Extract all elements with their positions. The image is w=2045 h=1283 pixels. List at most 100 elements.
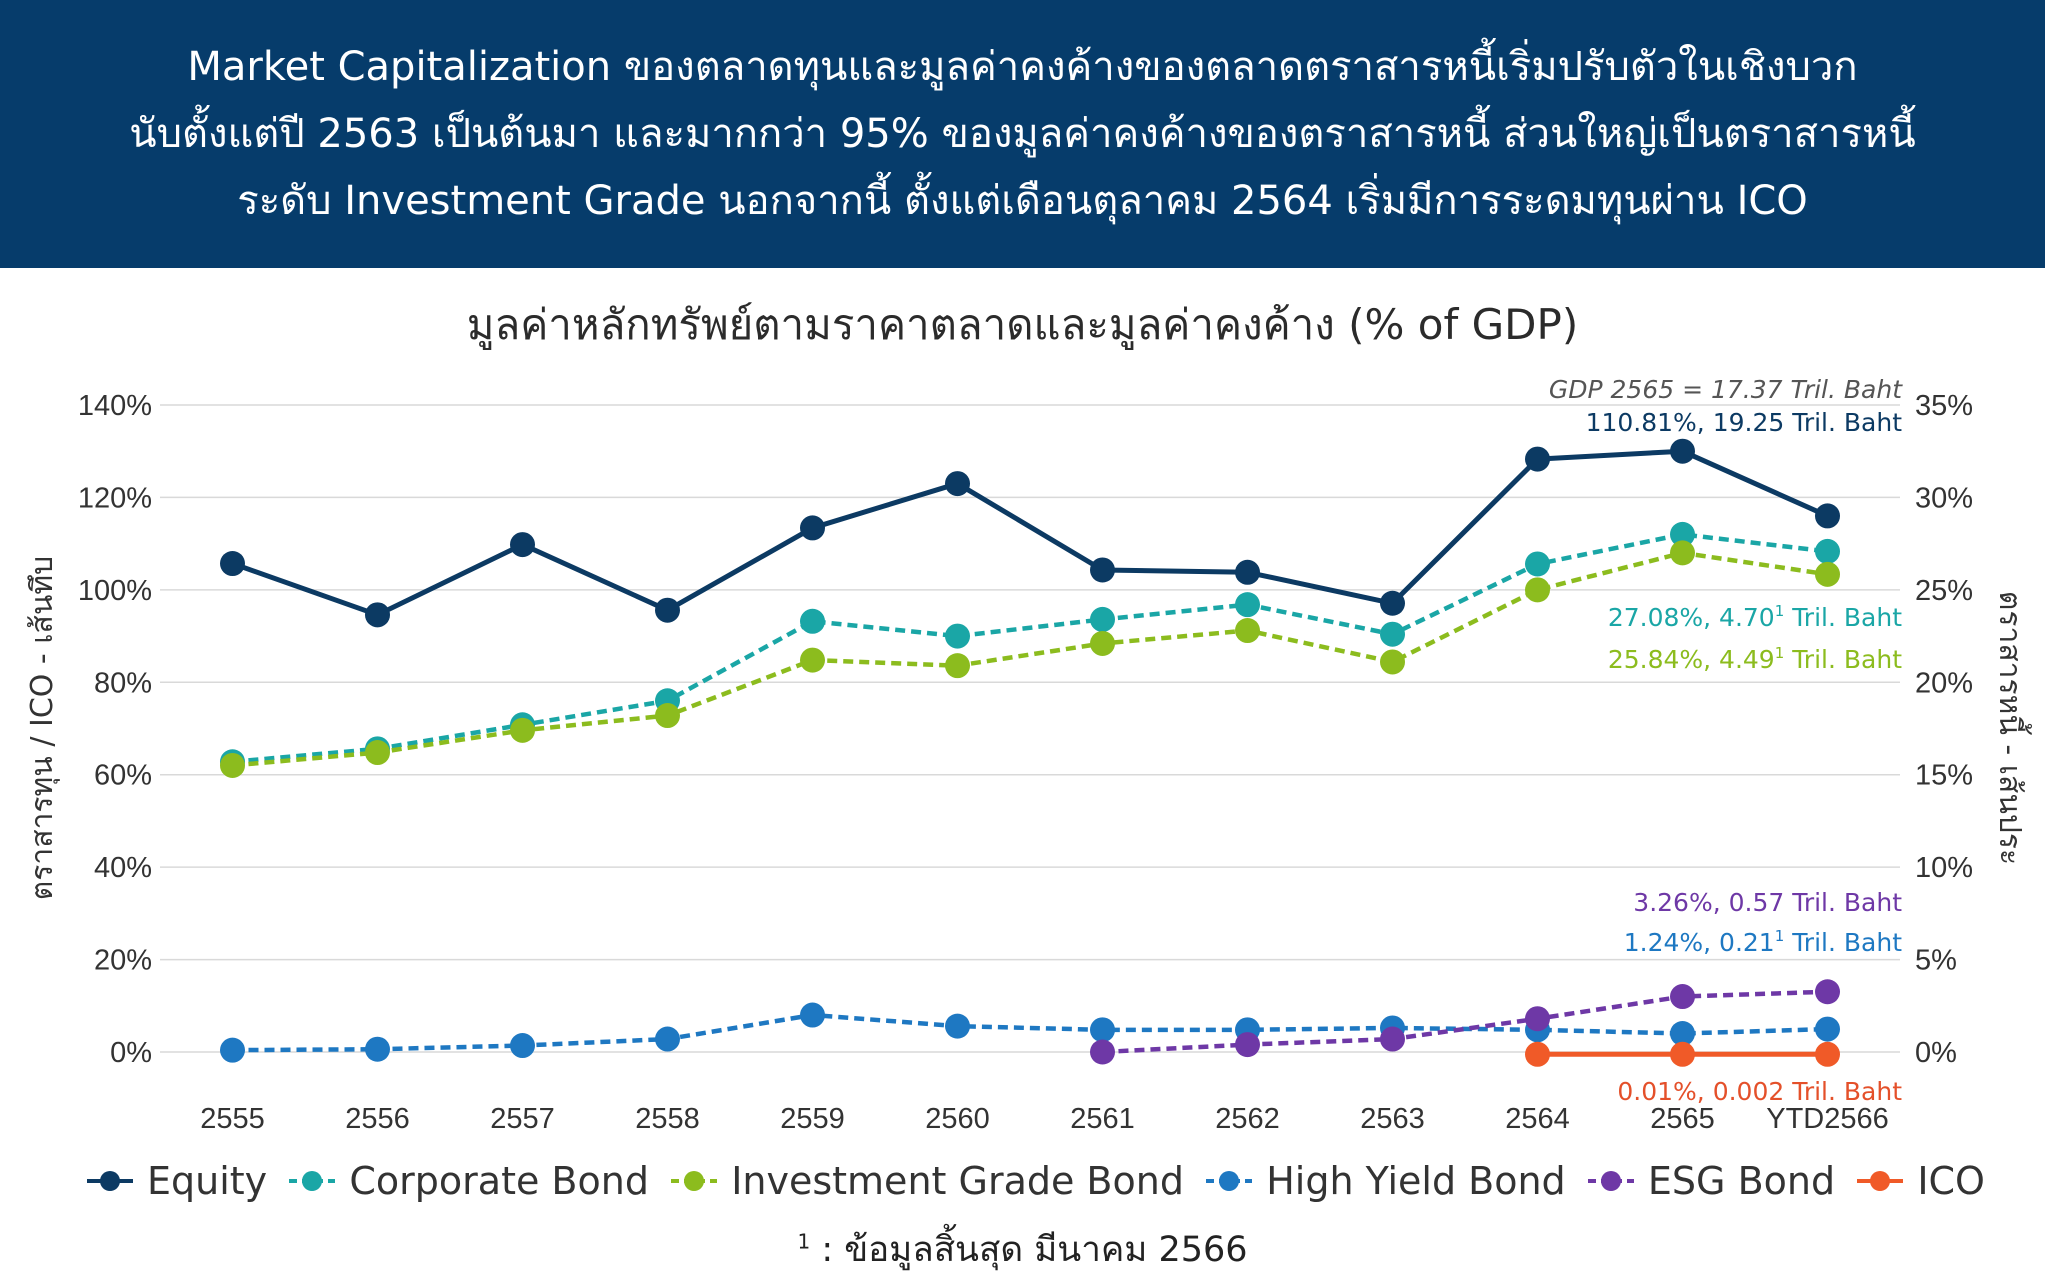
investment-grade-bond-data-point — [1525, 577, 1550, 603]
equity-series-line — [231, 448, 1829, 618]
high-yield-bond-data-point — [655, 1026, 680, 1052]
header-line-1: Market Capitalization ของตลาดทุนและมูลค่… — [187, 43, 1858, 90]
investment-grade-bond-data-point — [1090, 630, 1115, 656]
left-y-tick-label: 20% — [94, 945, 152, 977]
equity-data-point — [1815, 503, 1840, 529]
x-tick-label: 2557 — [490, 1103, 555, 1135]
corporate-bond-data-point — [1090, 606, 1115, 632]
annotation-label: 25.84%, 4.491 Tril. Baht — [1608, 644, 1902, 674]
header-banner: Market Capitalization ของตลาดทุนและมูลค่… — [0, 0, 2045, 268]
right-axis-title: ตราสารหนี้ - เส้นประ — [1992, 591, 2032, 865]
equity-data-point — [1090, 557, 1115, 583]
esg-bond-data-point — [1235, 1032, 1260, 1058]
legend-esg-bond-marker — [1587, 1171, 1634, 1191]
footnote-marker: 1 — [797, 1229, 811, 1254]
chart-legend: Equity Corporate Bond Investment Grade B… — [85, 1156, 1985, 1206]
esg-bond-series-line — [1102, 989, 1828, 1055]
annotation-label: 0.01%, 0.002 Tril. Baht — [1617, 1077, 1902, 1106]
right-y-tick-label: 10% — [1915, 852, 1973, 884]
high-yield-bond-series-line — [232, 1012, 1828, 1053]
equity-data-point — [800, 515, 825, 541]
high-yield-bond-data-point — [1815, 1016, 1840, 1042]
esg-bond-data-point — [1380, 1026, 1405, 1052]
equity-data-point — [1380, 590, 1405, 616]
corporate-bond-data-point — [800, 608, 825, 634]
right-y-tick-label: 35% — [1915, 390, 1973, 422]
x-tick-label: 2555 — [200, 1103, 265, 1135]
right-y-tick-label: 0% — [1915, 1037, 1957, 1069]
legend-esg-bond-label: ESG Bond — [1647, 1159, 1836, 1203]
header-line-3: ระดับ Investment Grade นอกจากนี้ ตั้งแต่… — [237, 177, 1808, 224]
legend-high-yield-bond: High Yield Bond — [1204, 1159, 1566, 1203]
left-y-tick-label: 40% — [94, 852, 152, 884]
corporate-bond-series-line — [232, 532, 1828, 765]
legend-corporate-bond-label: Corporate Bond — [349, 1159, 649, 1203]
corporate-bond-data-point — [1670, 521, 1695, 547]
high-yield-bond-data-point — [510, 1033, 535, 1059]
left-axis-title: ตราสารทุน / ICO - เส้นทึบ — [25, 556, 61, 900]
equity-data-point — [1670, 438, 1695, 464]
high-yield-bond-data-point — [220, 1037, 245, 1063]
esg-bond-data-point — [1670, 984, 1695, 1010]
equity-data-point — [1235, 559, 1260, 585]
investment-grade-bond-data-point — [1815, 561, 1840, 587]
x-tick-label: 2561 — [1070, 1103, 1135, 1135]
legend-corporate-bond-marker — [289, 1171, 336, 1191]
footnote-text: : ข้อมูลสิ้นสุด มีนาคม 2566 — [810, 1230, 1248, 1270]
right-y-tick-label: 25% — [1915, 575, 1973, 607]
investment-grade-bond-data-point — [945, 653, 970, 679]
right-y-tick-label: 5% — [1915, 945, 1957, 977]
x-tick-label: 2562 — [1215, 1103, 1280, 1135]
legend-corporate-bond: Corporate Bond — [287, 1159, 649, 1203]
high-yield-bond-data-point — [1090, 1017, 1115, 1043]
left-y-tick-label: 60% — [94, 760, 152, 792]
investment-grade-bond-data-point — [1380, 649, 1405, 675]
investment-grade-bond-data-point — [800, 647, 825, 673]
x-tick-label: 2565 — [1650, 1103, 1715, 1135]
right-y-tick-label: 15% — [1915, 760, 1973, 792]
right-y-tick-label: 20% — [1915, 667, 1973, 699]
ico-data-point — [1525, 1041, 1550, 1067]
left-y-tick-label: 0% — [110, 1037, 152, 1069]
legend-ico-marker — [1857, 1171, 1904, 1191]
legend-equity: Equity — [85, 1159, 267, 1203]
legend-equity-marker — [87, 1171, 133, 1191]
left-y-tick-label: 100% — [78, 575, 152, 607]
legend-investment-grade-bond-label: Investment Grade Bond — [731, 1159, 1184, 1203]
legend-esg-bond: ESG Bond — [1586, 1159, 1835, 1203]
investment-grade-bond-data-point — [220, 752, 245, 778]
investment-grade-bond-series-line — [232, 550, 1828, 768]
investment-grade-bond-data-point — [365, 740, 390, 766]
x-tick-label: 2559 — [780, 1103, 845, 1135]
right-y-tick-label: 30% — [1915, 482, 1973, 514]
high-yield-bond-data-point — [800, 1002, 825, 1028]
corporate-bond-data-point — [1235, 592, 1260, 618]
annotation-label: 1.24%, 0.211 Tril. Baht — [1624, 927, 1902, 957]
high-yield-bond-data-point — [1670, 1021, 1695, 1047]
x-tick-label: YTD2566 — [1766, 1103, 1889, 1135]
equity-data-point — [510, 532, 535, 558]
header-line-2: นับตั้งแต่ปี 2563 เป็นต้นมา และมากกว่า 9… — [129, 110, 1916, 157]
corporate-bond-data-point — [1815, 538, 1840, 564]
corporate-bond-data-point — [1525, 551, 1550, 577]
left-y-tick-label: 80% — [94, 667, 152, 699]
investment-grade-bond-data-point — [1235, 618, 1260, 644]
legend-high-yield-bond-marker — [1206, 1171, 1253, 1191]
annotation-label: 110.81%, 19.25 Tril. Baht — [1586, 408, 1903, 437]
investment-grade-bond-data-point — [655, 703, 680, 729]
ico-data-point — [1670, 1041, 1695, 1067]
equity-data-point — [945, 471, 970, 497]
annotation-label: GDP 2565 = 17.37 Tril. Baht — [1549, 375, 1903, 404]
legend-investment-grade-bond-marker — [671, 1171, 718, 1191]
annotation-label: 3.26%, 0.57 Tril. Baht — [1633, 888, 1902, 917]
equity-data-point — [220, 551, 245, 577]
legend-ico-label: ICO — [1917, 1159, 1985, 1203]
esg-bond-data-point — [1525, 1006, 1550, 1032]
high-yield-bond-data-point — [365, 1036, 390, 1062]
equity-data-point — [655, 597, 680, 623]
investment-grade-bond-data-point — [510, 717, 535, 743]
esg-bond-data-point — [1090, 1039, 1115, 1065]
x-tick-label: 2563 — [1360, 1103, 1425, 1135]
corporate-bond-data-point — [1380, 621, 1405, 647]
